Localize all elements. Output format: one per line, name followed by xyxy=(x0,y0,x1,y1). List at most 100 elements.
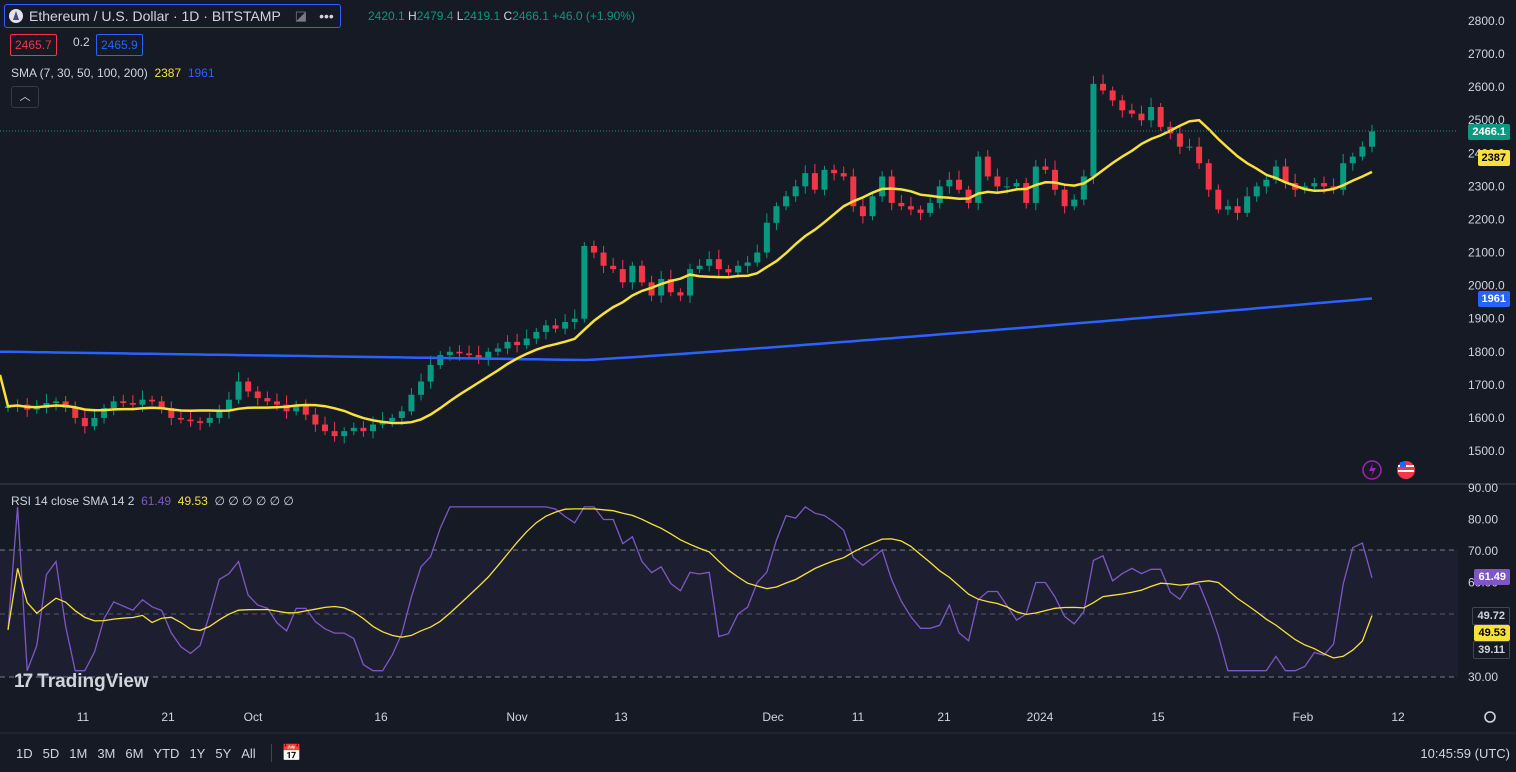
candle-body xyxy=(994,176,1001,187)
range-button-ytd[interactable]: YTD xyxy=(153,745,180,761)
sma-legend[interactable]: SMA (7, 30, 50, 100, 200) 2387 1961 xyxy=(11,66,215,80)
calendar-icon[interactable]: 📅 xyxy=(281,745,302,762)
candle-body xyxy=(658,279,665,296)
candle-body xyxy=(1128,110,1135,114)
candle-body xyxy=(485,351,492,359)
candle-body xyxy=(91,417,98,427)
candle-body xyxy=(504,341,511,349)
candle-body xyxy=(1253,186,1260,197)
candle-body xyxy=(475,355,482,359)
candle-body xyxy=(53,401,60,404)
time-tick-label: 21 xyxy=(161,710,175,724)
range-button-3m[interactable]: 3M xyxy=(97,745,116,761)
clock[interactable]: 10:45:59 (UTC) xyxy=(1420,745,1510,761)
range-button-5y[interactable]: 5Y xyxy=(215,745,232,761)
candle-body xyxy=(1109,90,1116,101)
time-tick-label: 11 xyxy=(77,710,90,724)
rsi-sma-line xyxy=(7,508,1373,659)
candle-body xyxy=(725,269,732,273)
rsi-sma-label: 49.53 xyxy=(1474,625,1510,641)
more-options-icon[interactable]: ••• xyxy=(319,8,334,24)
candle-body xyxy=(321,424,328,432)
candle-body xyxy=(927,202,934,213)
candle-body xyxy=(763,222,770,253)
rsi-legend[interactable]: RSI 14 close SMA 14 2 61.49 49.53 ∅ ∅ ∅ … xyxy=(11,494,294,508)
candle-body xyxy=(273,401,280,405)
toolbar-separator xyxy=(270,744,272,762)
candle-body xyxy=(581,245,588,319)
candle-body xyxy=(1282,166,1289,184)
candle-body xyxy=(542,325,549,332)
candle-body xyxy=(840,173,847,177)
range-button-1d[interactable]: 1D xyxy=(16,745,33,761)
candle-body xyxy=(696,265,703,270)
candle-body xyxy=(1244,196,1251,213)
chevron-up-icon: ︿ xyxy=(19,91,31,103)
candle-body xyxy=(735,265,742,273)
price-tick-label: 1900.0 xyxy=(1468,312,1505,326)
candle-body xyxy=(1320,183,1327,187)
time-tick-label: Feb xyxy=(1293,710,1314,724)
range-button-1y[interactable]: 1Y xyxy=(189,745,206,761)
candle-body xyxy=(754,252,761,263)
range-button-5d[interactable]: 5D xyxy=(42,745,60,761)
spread-value: 0.2 xyxy=(73,35,90,49)
time-axis: 11 21 Oct 16 Nov 13 Dec 11 21 2024 15 Feb 12 xyxy=(77,710,1405,724)
time-tick-label: 15 xyxy=(1151,710,1165,724)
candle-body xyxy=(206,417,213,423)
candle-body xyxy=(1148,107,1155,121)
candle-body xyxy=(1205,163,1212,190)
candle-body xyxy=(110,401,117,408)
candle-body xyxy=(879,176,886,197)
candle-body xyxy=(120,401,127,404)
candle-body xyxy=(149,399,156,402)
candle-body xyxy=(1013,183,1020,187)
price-tick-label: 2700.0 xyxy=(1468,47,1505,61)
candle-body xyxy=(101,408,108,418)
candle-body xyxy=(1272,166,1279,180)
range-button-all[interactable]: All xyxy=(241,745,256,761)
candle-body xyxy=(773,206,780,223)
candle-body xyxy=(600,252,607,266)
candle-body xyxy=(1263,179,1270,187)
candle-body xyxy=(955,179,962,190)
candle-body xyxy=(1071,199,1078,207)
candle-body xyxy=(783,196,790,207)
range-button-1m[interactable]: 1M xyxy=(69,745,88,761)
range-button-6m[interactable]: 6M xyxy=(125,745,144,761)
candle-body xyxy=(898,202,905,207)
candle-body xyxy=(446,351,453,356)
sell-button[interactable]: 2465.7 xyxy=(10,34,57,56)
candle-series xyxy=(5,74,1375,444)
candle-body xyxy=(466,353,473,356)
price-tick-label: 2500.0 xyxy=(1468,113,1505,127)
candle-body xyxy=(331,431,338,437)
candle-body xyxy=(533,331,540,339)
candle-body xyxy=(235,381,242,400)
time-tick-label: 16 xyxy=(374,710,388,724)
candle-body xyxy=(1090,83,1097,177)
candle-body xyxy=(936,186,943,203)
tradingview-logo[interactable]: 17 TradingView xyxy=(14,671,149,692)
candle-body xyxy=(1080,176,1087,200)
candle-body xyxy=(33,408,40,410)
candle-body xyxy=(984,156,991,177)
collapse-legend-button[interactable]: ︿ xyxy=(11,86,39,108)
price-tick-label: 1700.0 xyxy=(1468,378,1505,392)
price-tick-label: 2800.0 xyxy=(1468,14,1505,28)
symbol-selector[interactable]: Ethereum / U.S. Dollar · 1D · BITSTAMP ◪… xyxy=(4,4,341,28)
candle-body xyxy=(946,179,953,187)
flag-marker-icon[interactable]: ◪ xyxy=(294,8,308,23)
buy-button[interactable]: 2465.9 xyxy=(96,34,143,56)
price-tick-label: 2000.0 xyxy=(1468,279,1505,293)
candle-body xyxy=(264,398,271,402)
price-tick-label: 2200.0 xyxy=(1468,212,1505,226)
candle-body xyxy=(1186,146,1193,148)
candle-body xyxy=(619,269,626,283)
range-buttons: 1D 5D 1M 3M 6M YTD 1Y 5Y All xyxy=(11,746,261,761)
candle-body xyxy=(177,417,184,420)
candle-body xyxy=(302,404,309,415)
candle-body xyxy=(1157,107,1164,127)
candle-body xyxy=(514,341,521,346)
